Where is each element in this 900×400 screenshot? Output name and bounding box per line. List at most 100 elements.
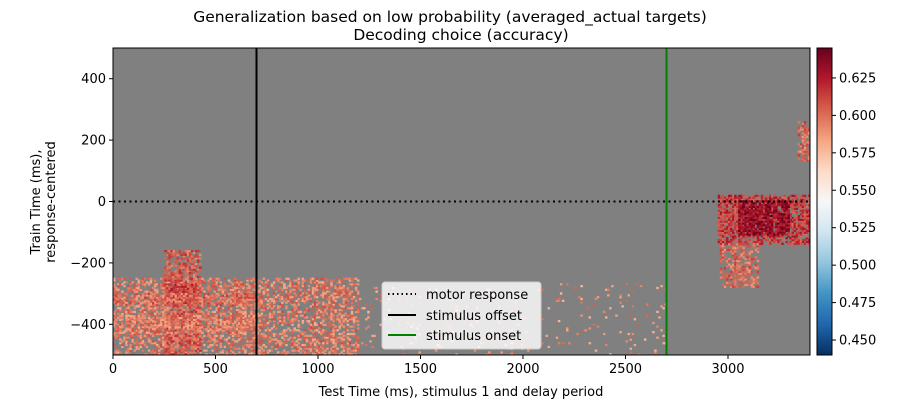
heatmap-cell [139, 353, 143, 355]
heatmap-cell [166, 353, 169, 355]
heatmap-cell [287, 331, 290, 334]
heatmap-cell [256, 353, 259, 355]
heatmap-cell [346, 332, 350, 336]
heatmap-cell [166, 334, 169, 337]
heatmap-cell [738, 233, 741, 236]
heatmap-cell [344, 290, 348, 293]
heatmap-cell [311, 327, 315, 330]
heatmap-cell [135, 331, 138, 334]
heatmap-cell [229, 292, 233, 295]
heatmap-cell [143, 296, 147, 299]
heatmap-cell [262, 351, 266, 354]
heatmap-cell [346, 288, 350, 291]
heatmap-cell [348, 294, 352, 297]
heatmap-cell [258, 342, 261, 345]
heatmap-cell [795, 231, 799, 234]
heatmap-cell [309, 342, 313, 345]
heatmap-cell [277, 294, 280, 297]
heatmap-cell [725, 238, 729, 242]
heatmap-cell [154, 332, 157, 336]
heatmap-cell [746, 200, 749, 203]
heatmap-cell [717, 211, 721, 214]
heatmap-cell [203, 327, 206, 331]
heatmap-cell [328, 285, 331, 288]
heatmap-cell [242, 329, 245, 333]
heatmap-cell [143, 281, 147, 284]
heatmap-cell [281, 332, 284, 336]
heatmap-cell [174, 324, 177, 327]
heatmap-cell [207, 332, 210, 336]
heatmap-cell [137, 286, 141, 290]
heatmap-cell [352, 343, 356, 347]
heatmap-cell [195, 325, 198, 328]
heatmap-cell [754, 207, 758, 210]
heatmap-cell [123, 281, 126, 284]
heatmap-cell [199, 307, 202, 310]
heatmap-cell [156, 326, 159, 329]
heatmap-cell [156, 345, 159, 349]
heatmap-cell [619, 296, 622, 299]
heatmap-cell [242, 321, 245, 325]
heatmap-cell [342, 303, 346, 306]
heatmap-cell [113, 298, 116, 301]
heatmap-cell [236, 302, 239, 305]
heatmap-cell [356, 349, 360, 352]
heatmap-cell [557, 297, 561, 301]
heatmap-cell [240, 320, 243, 323]
heatmap-cell [561, 342, 565, 345]
heatmap-cell [207, 298, 210, 301]
heatmap-cell [217, 285, 220, 288]
heatmap-cell [322, 296, 325, 299]
heatmap-cell [133, 342, 136, 345]
heatmap-cell [195, 302, 198, 305]
heatmap-cell [186, 302, 190, 305]
heatmap-cell [260, 312, 264, 315]
heatmap-cell [199, 343, 202, 347]
heatmap-cell [313, 294, 317, 297]
heatmap-cell [184, 266, 188, 269]
heatmap-cell [145, 312, 149, 315]
heatmap-cell [740, 194, 743, 197]
heatmap-cell [547, 307, 551, 310]
heatmap-cell [354, 349, 358, 352]
heatmap-cell [156, 310, 159, 314]
heatmap-cell [311, 325, 315, 328]
heatmap-cell [168, 318, 171, 322]
heatmap-cell [318, 286, 321, 290]
heatmap-cell [184, 281, 188, 284]
heatmap-cell [188, 349, 192, 352]
heatmap-cell [188, 259, 192, 262]
heatmap-cell [297, 297, 300, 301]
heatmap-cell [145, 331, 149, 334]
heatmap-cell [117, 324, 120, 327]
heatmap-cell [775, 240, 778, 244]
heatmap-cell [238, 316, 241, 319]
heatmap-cell [184, 349, 188, 352]
heatmap-cell [748, 226, 751, 229]
heatmap-cell [223, 322, 227, 325]
heatmap-cell [176, 345, 179, 349]
heatmap-cell [166, 292, 169, 296]
heatmap-cell [807, 203, 810, 207]
heatmap-cell [160, 305, 163, 308]
heatmap-cell [266, 279, 270, 282]
heatmap-cell [336, 347, 339, 350]
heatmap-cell [277, 312, 280, 315]
heatmap-cell [223, 308, 227, 312]
heatmap-cell [313, 296, 317, 299]
heatmap-cell [279, 305, 282, 308]
heatmap-cell [760, 209, 764, 212]
heatmap-cell [252, 296, 255, 299]
heatmap-cell [736, 224, 739, 227]
heatmap-cell [133, 331, 136, 334]
heatmap-cell [330, 299, 333, 302]
heatmap-cell [164, 266, 167, 269]
heatmap-cell [717, 233, 721, 236]
heatmap-cell [195, 321, 198, 325]
heatmap-cell [646, 303, 649, 306]
heatmap-cell [303, 310, 307, 314]
heatmap-cell [137, 279, 141, 282]
heatmap-cell [322, 281, 325, 284]
heatmap-cell [293, 308, 296, 312]
heatmap-cell [221, 294, 225, 298]
